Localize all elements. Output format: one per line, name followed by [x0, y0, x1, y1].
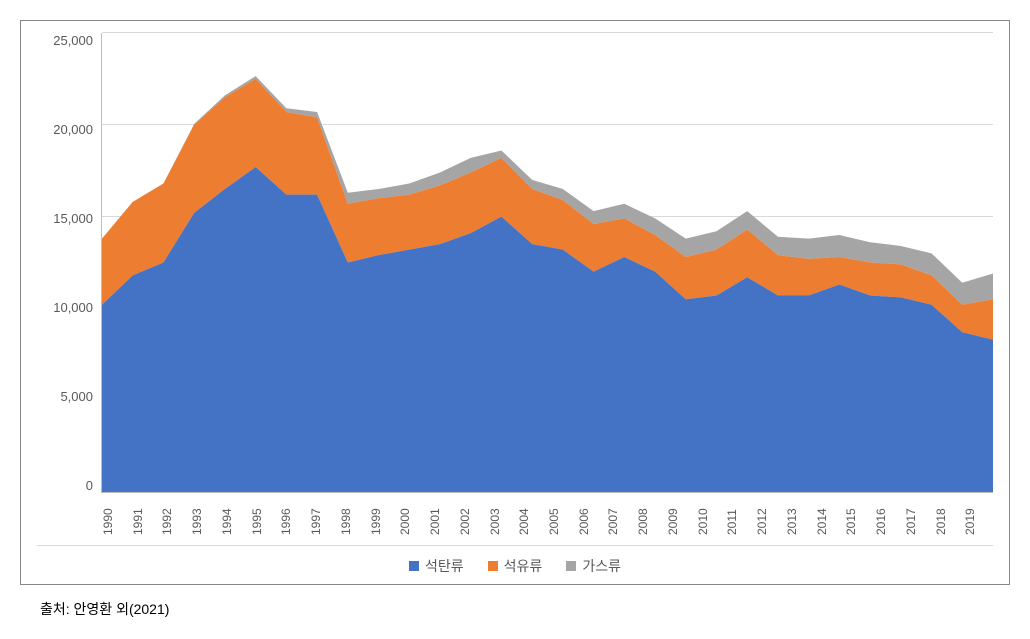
x-axis: 1990199119921993199419951996199719981999… [101, 497, 993, 537]
x-tick-label: 2000 [398, 497, 428, 537]
y-tick: 15,000 [53, 211, 93, 226]
x-tick-label: 1996 [279, 497, 309, 537]
x-tick-label: 2014 [815, 497, 845, 537]
area-chart-svg [102, 33, 993, 492]
y-tick: 25,000 [53, 33, 93, 48]
x-tick-label: 2016 [874, 497, 904, 537]
y-axis: 25,000 20,000 15,000 10,000 5,000 0 [37, 33, 101, 493]
legend-item-oil: 석유류 [488, 556, 543, 576]
x-tick-label: 1994 [220, 497, 250, 537]
x-tick-label: 2007 [606, 497, 636, 537]
x-tick-label: 1997 [309, 497, 339, 537]
x-tick-label: 1990 [101, 497, 131, 537]
chart-grid [101, 33, 993, 493]
x-tick-label: 2013 [785, 497, 815, 537]
x-tick-label: 1999 [369, 497, 399, 537]
legend-label: 석유류 [504, 556, 543, 576]
legend-swatch-icon [409, 561, 419, 571]
y-tick: 10,000 [53, 300, 93, 315]
source-citation: 출처: 안영환 외(2021) [40, 599, 1010, 619]
x-tick-label: 2002 [458, 497, 488, 537]
x-tick-label: 1992 [160, 497, 190, 537]
x-tick-label: 2018 [934, 497, 964, 537]
legend-label: 석탄류 [425, 556, 464, 576]
x-tick-label: 2005 [547, 497, 577, 537]
x-tick-label: 2019 [963, 497, 993, 537]
x-tick-label: 2012 [755, 497, 785, 537]
plot-area: 25,000 20,000 15,000 10,000 5,000 0 [37, 33, 993, 493]
x-tick-label: 1998 [339, 497, 369, 537]
x-tick-label: 2003 [488, 497, 518, 537]
x-tick-label: 1991 [131, 497, 161, 537]
x-tick-label: 2006 [577, 497, 607, 537]
legend-item-coal: 석탄류 [409, 556, 464, 576]
y-tick: 20,000 [53, 122, 93, 137]
legend: 석탄류 석유류 가스류 [37, 545, 993, 576]
x-tick-label: 1995 [250, 497, 280, 537]
legend-swatch-icon [566, 561, 576, 571]
x-tick-label: 2001 [428, 497, 458, 537]
y-tick: 5,000 [60, 389, 93, 404]
x-tick-label: 2015 [844, 497, 874, 537]
x-tick-label: 2010 [696, 497, 726, 537]
chart-container: 25,000 20,000 15,000 10,000 5,000 0 1990… [20, 20, 1010, 585]
y-tick: 0 [86, 478, 93, 493]
legend-swatch-icon [488, 561, 498, 571]
x-tick-label: 1993 [190, 497, 220, 537]
x-tick-label: 2011 [725, 497, 755, 537]
x-tick-label: 2017 [904, 497, 934, 537]
x-tick-label: 2008 [636, 497, 666, 537]
legend-label: 가스류 [582, 556, 621, 576]
x-tick-label: 2004 [517, 497, 547, 537]
legend-item-gas: 가스류 [566, 556, 621, 576]
x-tick-label: 2009 [666, 497, 696, 537]
